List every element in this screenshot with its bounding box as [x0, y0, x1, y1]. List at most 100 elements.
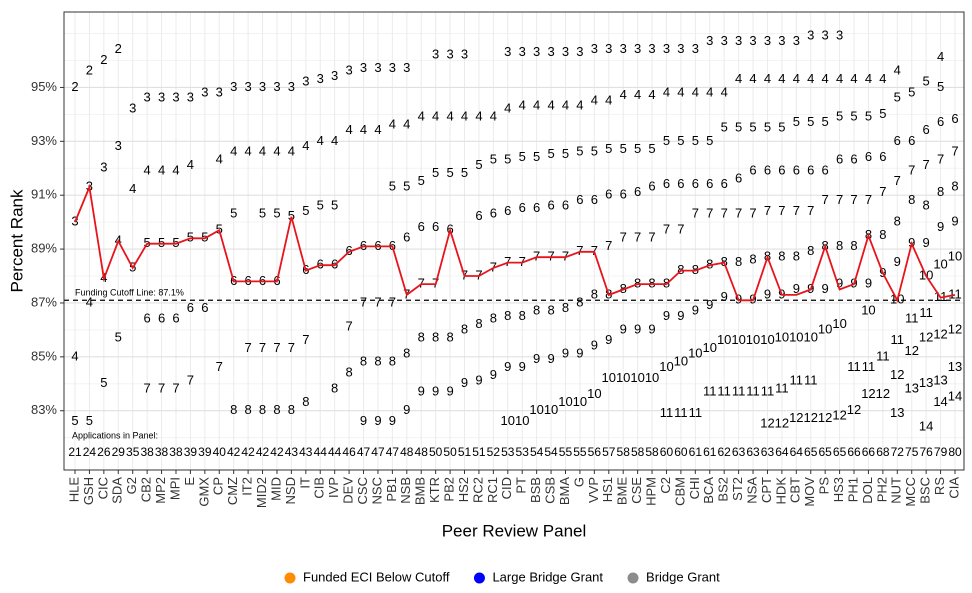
rank-label: 4 [187, 157, 194, 172]
count-label: 51 [472, 445, 486, 459]
rank-label: 7 [894, 173, 901, 188]
rank-label: 3 [129, 100, 136, 115]
x-tick-label: BSB [528, 477, 543, 503]
rank-label: 6 [591, 192, 598, 207]
rank-label: 3 [216, 84, 223, 99]
rank-label: 3 [187, 90, 194, 105]
rank-label: 7 [360, 294, 367, 309]
count-label: 58 [617, 445, 631, 459]
rank-label: 3 [201, 84, 208, 99]
y-tick-label: 91% [31, 187, 57, 202]
rank-label: 3 [144, 90, 151, 105]
x-tick-label: VVP [586, 477, 601, 503]
rank-label: 10 [602, 370, 616, 385]
count-label: 26 [97, 445, 111, 459]
rank-label: 8 [879, 227, 886, 242]
rank-label: 8 [648, 276, 655, 291]
rank-label: 13 [948, 359, 962, 374]
rank-label: 8 [345, 364, 352, 379]
count-label: 43 [299, 445, 313, 459]
count-label: 51 [458, 445, 472, 459]
rank-label: 5 [562, 146, 569, 161]
rank-label: 5 [403, 179, 410, 194]
x-tick-label: RC1 [485, 477, 500, 503]
rank-label: 5 [533, 149, 540, 164]
legend-marker [627, 572, 639, 584]
rank-label: 6 [360, 238, 367, 253]
x-tick-label: CID [499, 477, 514, 499]
rank-label: 3 [706, 33, 713, 48]
rank-label: 5 [216, 222, 223, 237]
rank-label: 8 [403, 346, 410, 361]
rank-label: 5 [302, 203, 309, 218]
rank-label: 9 [504, 359, 511, 374]
rank-label: 4 [244, 144, 251, 159]
legend-marker [284, 572, 296, 584]
rank-label: 3 [778, 33, 785, 48]
rank-label: 6 [475, 208, 482, 223]
count-label: 75 [905, 445, 919, 459]
rank-label: 4 [850, 71, 857, 86]
rank-label: 7 [923, 157, 930, 172]
rank-label: 6 [706, 176, 713, 191]
counts-label: Applications in Panel: [72, 430, 158, 440]
x-tick-label: MOV [802, 477, 817, 507]
rank-label: 4 [692, 84, 699, 99]
x-tick-label: SDA [110, 477, 125, 504]
rank-label: 10 [544, 402, 558, 417]
rank-label: 10 [558, 394, 572, 409]
rank-label: 6 [403, 230, 410, 245]
rank-label: 5 [519, 149, 526, 164]
rank-label: 4 [446, 109, 453, 124]
rank-label: 5 [706, 133, 713, 148]
rank-label: 2 [115, 41, 122, 56]
x-tick-label: GMX [196, 477, 211, 507]
x-tick-label: CHI [687, 477, 702, 499]
rank-label: 7 [345, 319, 352, 334]
x-tick-label: PS [817, 477, 832, 495]
rank-label: 5 [764, 119, 771, 134]
count-label: 66 [862, 445, 876, 459]
x-tick-label: IVP [326, 477, 341, 498]
rank-label: 4 [865, 71, 872, 86]
count-label: 57 [602, 445, 616, 459]
rank-label: 3 [331, 68, 338, 83]
rank-label: 7 [490, 259, 497, 274]
rank-label: 8 [923, 197, 930, 212]
rank-label: 8 [547, 302, 554, 317]
rank-label: 7 [749, 205, 756, 220]
rank-label: 10 [616, 370, 630, 385]
rank-label: 4 [317, 133, 324, 148]
count-label: 65 [833, 445, 847, 459]
rank-label: 3 [244, 79, 251, 94]
rank-label: 10 [746, 332, 760, 347]
rank-label: 7 [519, 254, 526, 269]
rank-label: 12 [847, 402, 861, 417]
x-tick-label: MP2 [153, 477, 168, 504]
rank-label: 6 [490, 205, 497, 220]
rank-label: 4 [216, 152, 223, 167]
count-label: 58 [645, 445, 659, 459]
rank-label: 8 [894, 214, 901, 229]
rank-label: 9 [519, 359, 526, 374]
rank-label: 10 [717, 332, 731, 347]
rank-label: 4 [345, 122, 352, 137]
rank-label: 5 [865, 109, 872, 124]
rank-label: 4 [836, 71, 843, 86]
rank-label: 4 [302, 138, 309, 153]
rank-label: 12 [804, 410, 818, 425]
rank-label: 5 [432, 165, 439, 180]
rank-label: 5 [71, 413, 78, 428]
rank-label: 5 [850, 109, 857, 124]
x-tick-label: NSA [744, 477, 759, 504]
rank-label: 5 [418, 173, 425, 188]
rank-label: 5 [721, 119, 728, 134]
rank-label: 12 [904, 343, 918, 358]
rank-label: 2 [71, 79, 78, 94]
rank-label: 10 [587, 386, 601, 401]
rank-label: 9 [360, 413, 367, 428]
x-tick-label: DEV [341, 477, 356, 504]
rank-label: 6 [389, 238, 396, 253]
rank-label: 12 [933, 327, 947, 342]
rank-label: 13 [904, 381, 918, 396]
